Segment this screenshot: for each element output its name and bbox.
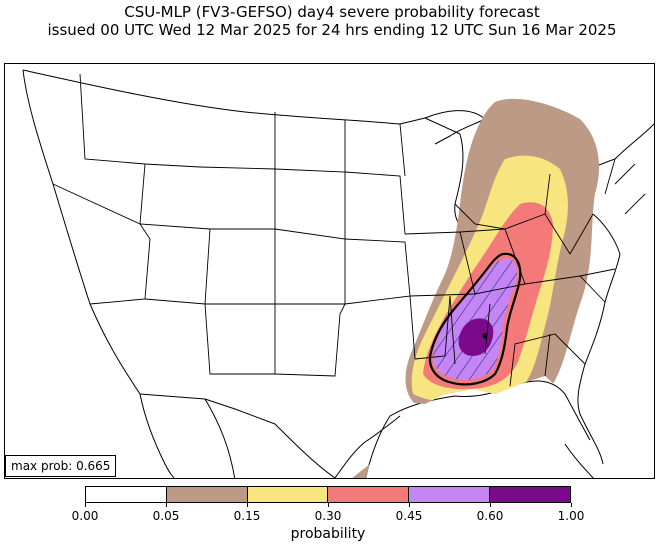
colorbar-tick — [165, 503, 167, 507]
colorbar-tick — [246, 503, 248, 507]
state-borders — [52, 73, 646, 387]
colorbar-tick-label: 1.00 — [557, 509, 585, 523]
colorbar-tick-label: 0.60 — [476, 509, 504, 523]
colorbar-label: probability — [290, 526, 366, 542]
colorbar-segment — [86, 487, 166, 502]
colorbar-tick — [489, 503, 491, 507]
colorbar-tick — [408, 503, 410, 507]
colorbar-segment — [408, 487, 490, 502]
colorbar-tick-label: 0.30 — [314, 509, 342, 523]
prob-contour-60 — [458, 318, 494, 356]
colorbar-segment — [489, 487, 570, 502]
colorbar-segment — [327, 487, 409, 502]
sig-severe-outline — [428, 252, 522, 386]
map-title: CSU-MLP (FV3-GEFSO) day4 severe probabil… — [124, 3, 540, 21]
colorbar — [85, 486, 571, 503]
colorbar-tick — [570, 503, 572, 507]
colorbar-segment — [246, 487, 328, 502]
map-frame — [4, 63, 655, 479]
colorbar-tick-label: 0.45 — [395, 509, 423, 523]
max-prob-box: max prob: 0.665 — [5, 455, 117, 477]
map-subtitle: issued 00 UTC Wed 12 Mar 2025 for 24 hrs… — [47, 21, 617, 39]
colorbar-tick — [327, 503, 329, 507]
colorbar-segment — [165, 487, 247, 502]
colorbar-tick — [84, 503, 86, 507]
colorbar-tick-label: 0.15 — [233, 509, 261, 523]
colorbar-tick-label: 0.05 — [152, 509, 180, 523]
us-map — [22, 69, 654, 478]
colorbar-tick-label: 0.00 — [71, 509, 99, 523]
probability-contours — [350, 98, 600, 478]
